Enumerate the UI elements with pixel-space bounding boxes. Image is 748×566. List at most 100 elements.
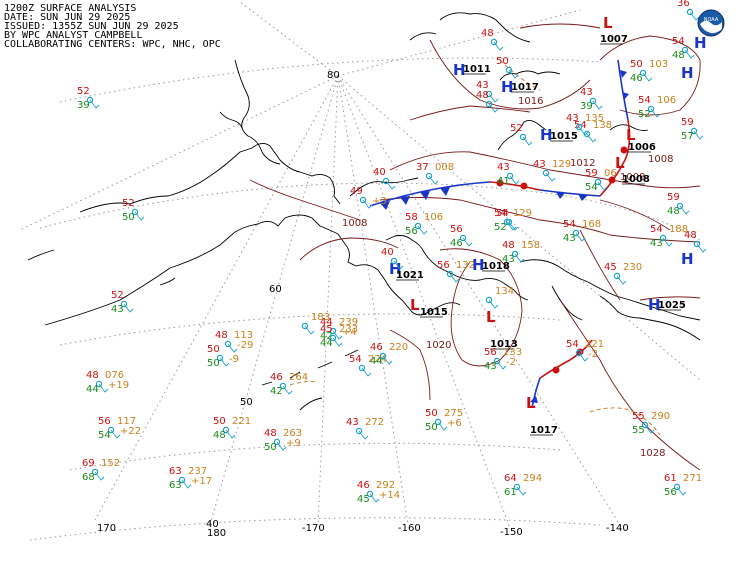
high-symbol: H (694, 34, 707, 52)
high-value: 1015 (550, 131, 578, 142)
high-value: 1011 (463, 64, 491, 75)
station-temperature: 43 (346, 417, 359, 428)
station-pressure: 294 (523, 473, 542, 484)
station-dewpoint: 56 (664, 487, 677, 498)
wind-barb-icon (578, 126, 589, 136)
station-tendency: -9 (229, 354, 239, 365)
header-line-2: DATE: SUN JUN 29 2025 (4, 12, 131, 23)
station-plot: 46 220 44 (370, 342, 408, 367)
station-temperature: 55 (632, 411, 645, 422)
station-plot: 54 221-2 (566, 339, 604, 362)
station-circle-icon (693, 240, 701, 248)
station-plot: 63 237 63 +17 (169, 466, 212, 491)
wind-barb-icon (644, 424, 655, 434)
station-temperature: 50 (425, 408, 438, 419)
station-circle-icon (506, 172, 514, 180)
lat-label-60: 60 (269, 284, 282, 295)
warm-fronts (489, 119, 631, 379)
station-plot: 55 290 55 (632, 411, 670, 436)
wind-barb-icon (522, 136, 533, 146)
station-tendency: +3 (372, 196, 387, 207)
station-pressure: 008 (435, 162, 454, 173)
station-circle-icon (425, 172, 433, 180)
station-circle-icon (681, 46, 689, 54)
station-temperature: 45 (320, 324, 333, 335)
station-circle-icon (358, 364, 366, 372)
station-plot: 61 271 56 (664, 473, 702, 498)
station-temperature: 36 (677, 0, 690, 9)
station-pressure: 129 (552, 159, 571, 170)
high-symbol: H (681, 250, 694, 268)
station-circle-icon (490, 38, 498, 46)
noaa-logo-icon: NOAA (697, 9, 725, 37)
wind-barb-icon (89, 99, 100, 109)
wind-barb-icon (616, 275, 627, 285)
wind-barb-icon (417, 225, 428, 235)
station-plot: 46 264 42 (270, 372, 308, 397)
station-dewpoint: 44 (86, 384, 99, 395)
station-circle-icon (575, 123, 583, 131)
station-temperature: 50 (496, 56, 509, 67)
station-temperature: 52 (510, 123, 523, 134)
station-pressure: 135 (585, 113, 604, 124)
low-symbol: L (615, 154, 625, 172)
station-pressure: 292 (376, 480, 395, 491)
header-line-5: COLLABORATING CENTERS: WPC, NHC, OPC (4, 39, 221, 50)
station-pressure: 290 (651, 411, 670, 422)
low-center: L 1013 (486, 308, 518, 350)
station-tendency: +19 (108, 380, 129, 391)
station-circle-icon (690, 127, 698, 135)
low-symbol: L (410, 296, 420, 314)
station-circle-icon (575, 349, 583, 357)
station-circle-icon (485, 100, 493, 108)
station-plot: 48 076 44 +19 (86, 370, 129, 395)
station-plot: 45 230 (604, 262, 642, 285)
low-center: L 1017 (526, 394, 558, 436)
wind-barb-icon (369, 493, 380, 503)
low-center: L 1006 (626, 126, 656, 153)
station-circle-icon (519, 133, 527, 141)
station-dewpoint: 54 (98, 430, 111, 441)
station-dewpoint: 50 (207, 358, 220, 369)
header-line-3: ISSUED: 1355Z SUN JUN 29 2025 (4, 21, 179, 32)
low-value: 1007 (600, 34, 628, 45)
high-center: H (694, 34, 707, 52)
station-plot: 43 129 (533, 159, 571, 182)
station-tendency: +22 (120, 426, 141, 437)
coastlines (27, 12, 701, 411)
station-pressure: 188 (669, 224, 688, 235)
station-circle-icon (434, 418, 442, 426)
station-circle-icon (107, 426, 115, 434)
wind-barb-icon (597, 181, 608, 191)
station-plot: 40 (373, 167, 396, 190)
wind-barb-icon (488, 299, 499, 309)
station-plot: 48 (476, 90, 499, 113)
station-plot: 56 117 54 +22 (98, 416, 141, 441)
station-dewpoint: 55 (632, 425, 645, 436)
station-temperature: 52 (122, 198, 135, 209)
station-tendency: -2 (588, 349, 598, 360)
station-dewpoint: 44 (320, 338, 333, 349)
station-plot: 56 133 43 -2 (484, 347, 522, 372)
wind-barb-icon (488, 103, 499, 113)
lon-label-180: 180 (207, 528, 226, 539)
station-circle-icon (446, 270, 454, 278)
station-pressure: 106 (657, 95, 676, 106)
station-tendency: -29 (237, 340, 253, 351)
station-tendency: +4 (342, 327, 357, 338)
wind-barb-icon (488, 93, 499, 103)
lon-label-m150: -150 (500, 527, 523, 538)
station-pressure: 158 (521, 240, 540, 251)
station-circle-icon (366, 490, 374, 498)
station-temperature: 56 (437, 260, 450, 271)
station-plot: 50 221 48 (213, 416, 251, 441)
station-temperature: 59 (585, 168, 598, 179)
station-plot: 37 008 (416, 162, 454, 185)
station-circle-icon (329, 327, 337, 335)
station-circle-icon (639, 69, 647, 77)
